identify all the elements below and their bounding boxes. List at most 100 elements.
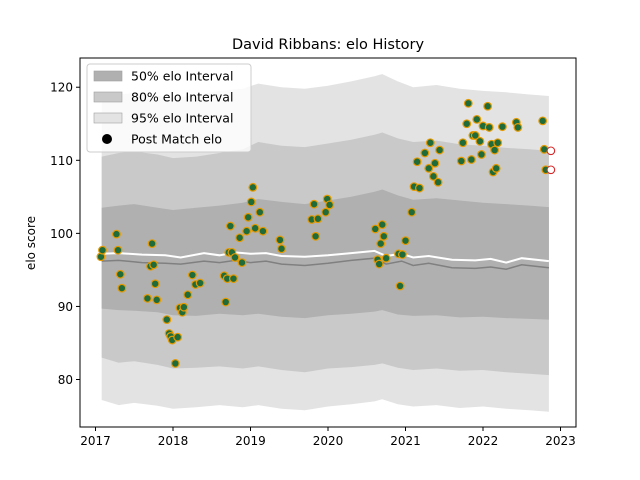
post-match-point (187, 270, 197, 280)
post-match-point (433, 177, 443, 187)
y-tick-label: 100 (50, 227, 73, 241)
median-elo-line (101, 257, 549, 270)
post-match-point (491, 163, 501, 173)
post-match-point (483, 101, 493, 111)
x-tick-label: 2023 (545, 434, 576, 448)
post-match-point (484, 123, 494, 132)
future-match-point (546, 165, 556, 175)
legend-label: 95% elo Interval (131, 111, 233, 126)
post-match-point (538, 116, 548, 126)
post-match-point (277, 244, 286, 254)
post-match-point (173, 332, 183, 342)
post-match-point (379, 231, 389, 241)
x-tick-label: 2018 (158, 434, 189, 448)
post-match-point (415, 183, 424, 193)
post-match-point (229, 274, 238, 284)
post-match-point (425, 138, 435, 148)
post-match-point (152, 295, 162, 305)
post-match-point (429, 171, 438, 181)
post-match-point (179, 302, 189, 312)
post-match-point (311, 231, 321, 241)
x-tick-label: 2022 (468, 434, 499, 448)
plot-area (96, 74, 556, 412)
y-tick-label: 90 (58, 300, 73, 314)
post-match-point (325, 200, 334, 210)
post-match-point (381, 253, 391, 263)
post-match-point (183, 290, 193, 300)
post-match-point (309, 199, 319, 209)
legend-band-swatch (93, 91, 123, 103)
post-match-point (462, 119, 472, 129)
post-match-point (398, 250, 407, 259)
post-match-point (513, 123, 523, 132)
post-match-point (430, 158, 440, 168)
post-match-point (466, 155, 476, 164)
post-match-point (395, 281, 405, 291)
x-tick-label: 2017 (80, 434, 111, 448)
post-match-point (195, 278, 205, 288)
axes: 2017 2018 2019 2020 2021 2022 2023 80 90 100 110 12… (50, 57, 577, 448)
post-match-point (370, 224, 380, 234)
post-match-point (237, 258, 247, 267)
legend-box (86, 63, 252, 153)
post-match-point (374, 259, 384, 269)
post-match-point (250, 223, 260, 233)
post-match-point (376, 239, 386, 248)
post-match-point (401, 236, 410, 246)
post-match-point (115, 269, 125, 279)
x-tick-label: 2020 (313, 434, 344, 448)
post-match-point (98, 245, 107, 255)
post-match-point (458, 138, 468, 148)
post-match-point (475, 136, 485, 146)
post-match-point (242, 226, 252, 236)
post-match-point (470, 131, 480, 140)
future-match-point (546, 146, 556, 156)
post-match-point (150, 279, 160, 289)
post-match-point (112, 229, 121, 239)
post-match-point (456, 156, 466, 166)
chart-title: David Ribbans: elo History (232, 37, 425, 53)
post-match-point (255, 207, 265, 217)
legend: 50% elo Interval 80% elo Interval 95% elo … (86, 63, 252, 153)
legend-label: 80% elo Interval (131, 90, 233, 105)
post-match-point (407, 207, 417, 217)
post-match-point (472, 114, 482, 124)
y-axis-label: elo score (24, 216, 38, 270)
post-match-point (321, 207, 331, 217)
post-match-point (477, 150, 486, 159)
post-match-point (412, 157, 422, 167)
y-tick-label: 110 (50, 154, 73, 168)
post-match-point (275, 235, 285, 245)
x-tick-label: 2021 (390, 434, 421, 448)
post-match-point (463, 98, 473, 108)
post-match-point (113, 245, 123, 255)
post-match-point (170, 359, 180, 368)
legend-marker-swatch (102, 134, 112, 144)
x-tick-label: 2019 (235, 434, 266, 448)
y-tick-label: 120 (50, 81, 73, 95)
legend-band-swatch (93, 112, 123, 124)
legend-band-swatch (93, 70, 123, 82)
post-match-point (258, 226, 268, 236)
post-match-point (230, 253, 240, 262)
post-match-point (377, 220, 387, 229)
post-match-point (493, 138, 503, 148)
post-match-point (143, 293, 152, 303)
post-match-point (313, 214, 323, 224)
post-match-point (149, 260, 159, 270)
post-match-point (424, 163, 434, 173)
plot-inner (96, 74, 551, 412)
y-tick-label: 80 (58, 373, 73, 387)
mean-elo-line (101, 249, 550, 264)
post-match-point (117, 283, 127, 293)
post-match-point (162, 315, 172, 324)
legend-label: Post Match elo (131, 132, 222, 147)
legend-label: 50% elo Interval (131, 69, 233, 84)
post-match-point (248, 182, 258, 192)
post-match-point (435, 145, 445, 155)
post-match-point (497, 122, 507, 132)
post-match-point (235, 233, 245, 243)
post-match-point (490, 145, 500, 155)
